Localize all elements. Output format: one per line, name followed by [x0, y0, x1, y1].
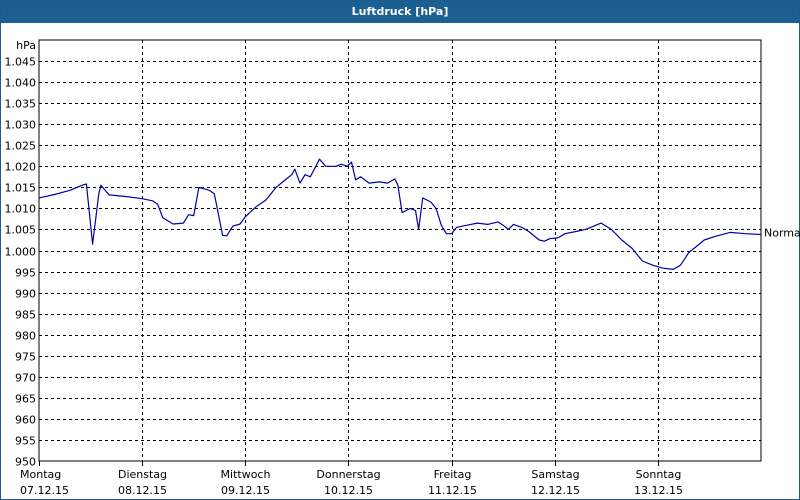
x-tick-label-day: Samstag	[531, 468, 579, 481]
y-tick-label: 955	[15, 435, 36, 448]
y-tick-label: 1.000	[5, 246, 37, 259]
normal-reference-label: Normal	[764, 227, 800, 240]
x-tick-label-date: 11.12.15	[428, 484, 477, 497]
x-tick-label-date: 09.12.15	[221, 484, 270, 497]
y-tick-label: 1.035	[5, 98, 37, 111]
y-tick-label: 1.015	[5, 182, 37, 195]
pressure-series-line	[38, 158, 762, 270]
x-tick-label-date: 12.12.15	[531, 484, 580, 497]
x-tick-label-day: Mittwoch	[221, 468, 271, 481]
x-tick-label-day: Dienstag	[118, 468, 167, 481]
y-tick-label: 985	[15, 309, 36, 322]
x-tick-label-date: 07.12.15	[20, 484, 69, 497]
chart-title: Luftdruck [hPa]	[351, 5, 449, 18]
y-tick-label: 980	[15, 330, 36, 343]
y-tick-label: 1.010	[5, 203, 37, 216]
x-tick-label-date: 10.12.15	[324, 484, 373, 497]
y-tick-label: 950	[15, 456, 36, 469]
x-tick-label-day: Freitag	[434, 468, 472, 481]
chart-title-bar: Luftdruck [hPa]	[1, 1, 799, 23]
x-tick-label-date: 08.12.15	[118, 484, 167, 497]
y-tick-label: 990	[15, 288, 36, 301]
plot-area-border	[38, 39, 762, 462]
x-tick-label-date: 13.12.15	[634, 484, 683, 497]
y-tick-label: 1.030	[5, 119, 37, 132]
y-tick-label: 995	[15, 267, 36, 280]
y-tick-label: 975	[15, 351, 36, 364]
y-tick-label: 1.045	[5, 56, 37, 69]
y-tick-label: 1.025	[5, 140, 37, 153]
y-axis-label: hPa	[16, 39, 36, 52]
y-tick-label: 960	[15, 414, 36, 427]
y-tick-label: 970	[15, 372, 36, 385]
y-tick-label: 965	[15, 393, 36, 406]
y-tick-label: 1.040	[5, 77, 37, 90]
x-tick-label-day: Donnerstag	[316, 468, 380, 481]
y-tick-label: 1.020	[5, 161, 37, 174]
x-tick-label-day: Montag	[20, 468, 61, 481]
x-tick-label-day: Sonntag	[636, 468, 682, 481]
y-tick-label: 1.005	[5, 224, 37, 237]
